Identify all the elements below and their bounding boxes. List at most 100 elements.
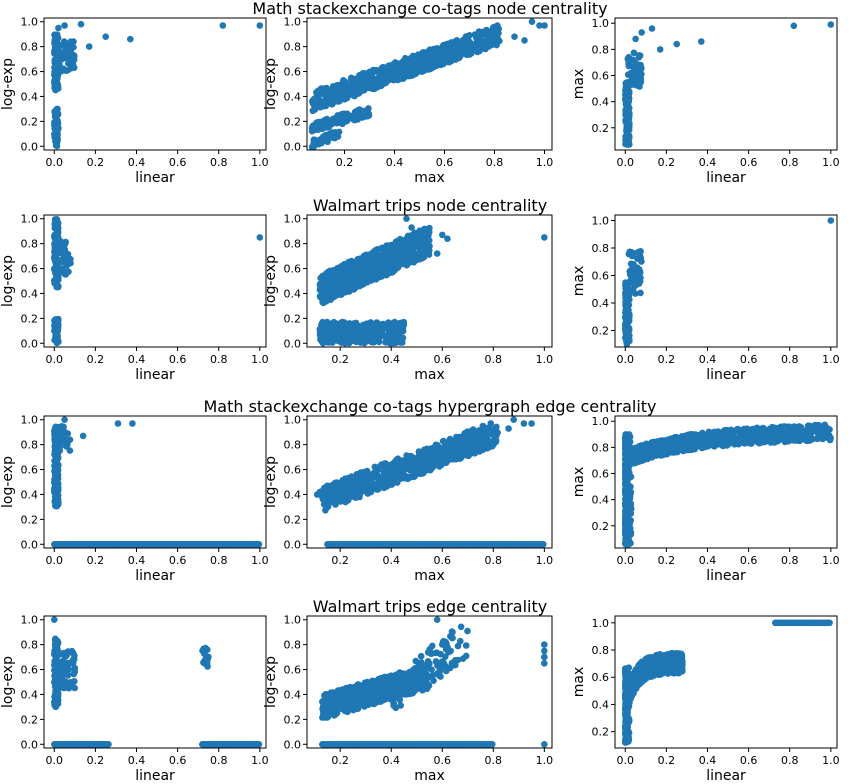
- data-point: [372, 467, 380, 475]
- data-point: [359, 323, 366, 330]
- data-point: [487, 420, 495, 427]
- data-point: [65, 60, 72, 67]
- x-tick-label: 0.4: [128, 156, 146, 169]
- y-tick-label: 0.8: [284, 41, 302, 54]
- data-point: [364, 105, 372, 113]
- data-point: [827, 21, 835, 28]
- y-axis-label: log-exp: [0, 456, 16, 508]
- data-point: [489, 41, 496, 48]
- data-point: [418, 248, 426, 255]
- data-point: [444, 448, 452, 455]
- data-point: [420, 465, 427, 472]
- data-point: [58, 265, 66, 272]
- y-tick-label: 0.4: [21, 287, 39, 300]
- data-point: [316, 286, 324, 294]
- data-point: [77, 20, 85, 28]
- x-tick-label: 1.0: [251, 554, 269, 567]
- y-tick-label: 0.8: [21, 41, 39, 54]
- data-point: [380, 484, 388, 492]
- data-point: [633, 274, 640, 282]
- data-point: [256, 22, 264, 29]
- data-point: [541, 234, 548, 241]
- data-point: [656, 46, 664, 53]
- data-point: [338, 319, 346, 326]
- scatter-points: [622, 421, 834, 548]
- y-axis-label: log-exp: [0, 255, 16, 307]
- y-tick-label: 0.0: [21, 140, 39, 153]
- data-point: [638, 258, 645, 265]
- y-tick-label: 0.4: [284, 488, 302, 501]
- data-point: [465, 42, 472, 50]
- data-point: [396, 459, 404, 466]
- data-point: [383, 271, 390, 278]
- data-point: [393, 260, 400, 267]
- data-point: [489, 438, 496, 446]
- data-point: [102, 33, 109, 40]
- y-tick-label: 0.8: [21, 439, 39, 452]
- data-point: [79, 432, 87, 440]
- data-point: [410, 463, 418, 471]
- data-point: [60, 246, 68, 254]
- y-tick-label: 0.6: [592, 270, 610, 283]
- y-tick-label: 0.4: [284, 287, 302, 300]
- data-point: [256, 234, 264, 241]
- y-tick-label: 0.2: [284, 115, 302, 128]
- scatter-panel-9: 0.0 0.2 0.4 0.6 0.8 1.00.20.40.60.81.0linearm…: [571, 415, 840, 584]
- x-tick-label: 0.6: [169, 554, 187, 567]
- x-tick-label: 0.0: [46, 156, 64, 169]
- y-tick-label: 0.2: [284, 312, 302, 325]
- data-point: [366, 483, 373, 490]
- data-point: [394, 65, 401, 73]
- data-point: [66, 447, 74, 454]
- x-tick-label: 0.4: [699, 353, 717, 366]
- data-point: [341, 91, 349, 99]
- x-tick-label: 1.0: [251, 156, 269, 169]
- data-point: [67, 259, 74, 267]
- data-point: [53, 338, 61, 346]
- y-tick-label: 0.6: [21, 464, 39, 477]
- data-point: [623, 133, 631, 141]
- data-point: [114, 420, 122, 427]
- scatter-panel-2: 0.2 0.4 0.6 0.8 1.00.00.20.40.60.81.0maxlog-…: [263, 16, 553, 186]
- data-point: [51, 130, 58, 138]
- y-tick-label: 0.0: [284, 337, 302, 350]
- data-point: [625, 337, 632, 344]
- data-point: [354, 116, 362, 123]
- x-tick-label: 0.2: [87, 554, 105, 567]
- data-point: [54, 82, 62, 89]
- data-point: [463, 436, 471, 444]
- data-point: [444, 235, 451, 242]
- data-point: [353, 331, 361, 338]
- data-point: [398, 337, 405, 344]
- scatter-points: [622, 21, 835, 148]
- data-point: [628, 248, 635, 256]
- data-point: [360, 87, 368, 94]
- x-tick-label: 1.0: [822, 156, 840, 169]
- data-point: [624, 97, 632, 105]
- data-point: [627, 267, 634, 275]
- y-tick-label: 1.0: [592, 215, 610, 228]
- data-point: [379, 476, 387, 484]
- data-point: [423, 446, 431, 453]
- data-point: [390, 76, 398, 84]
- scatter-panel-5: 0.2 0.4 0.6 0.8 1.00.00.20.40.60.81.0maxlog-…: [263, 213, 553, 383]
- data-point: [52, 276, 60, 284]
- data-point: [340, 484, 348, 492]
- data-point: [452, 436, 460, 443]
- data-point: [322, 100, 330, 107]
- data-point: [416, 456, 423, 464]
- data-point: [528, 420, 535, 427]
- data-point: [62, 238, 69, 246]
- y-tick-label: 0.6: [284, 464, 302, 477]
- plot-frame: [614, 17, 838, 151]
- plot-frame: [43, 17, 267, 151]
- data-point: [359, 72, 366, 80]
- data-point: [53, 142, 61, 150]
- x-axis-label: linear: [135, 367, 175, 383]
- data-point: [322, 507, 329, 514]
- y-tick-label: 0.6: [21, 66, 39, 79]
- data-point: [313, 491, 321, 498]
- data-point: [389, 268, 397, 276]
- x-tick-label: 0.2: [87, 353, 105, 366]
